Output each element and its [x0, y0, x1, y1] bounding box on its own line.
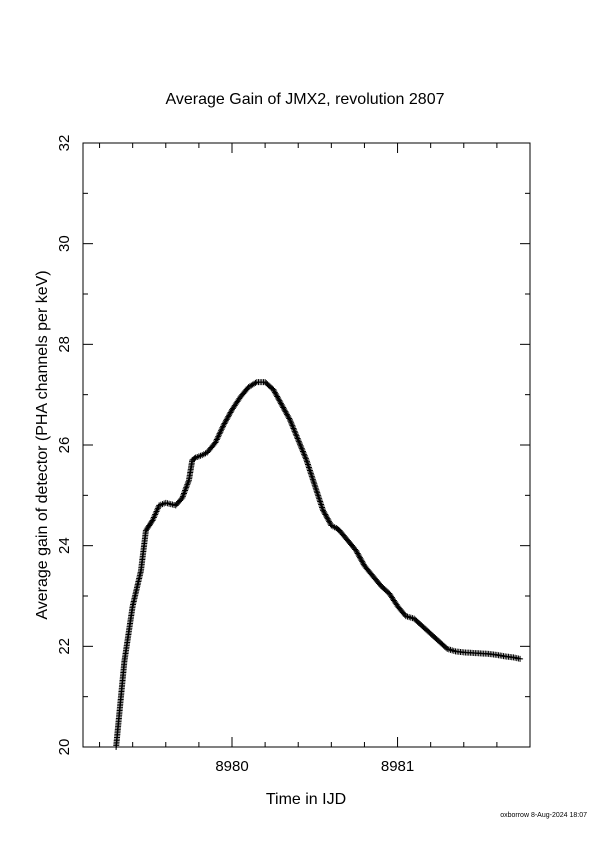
data-point [217, 429, 224, 436]
data-point [299, 447, 306, 454]
data-point [517, 655, 524, 662]
data-point [288, 421, 295, 428]
data-point [179, 494, 186, 501]
data-point [288, 419, 295, 426]
data-point [180, 490, 187, 497]
data-point [183, 484, 190, 491]
data-point [296, 439, 303, 446]
data-point [300, 449, 307, 456]
data-point [214, 435, 221, 442]
data-point [289, 424, 296, 431]
data-point [184, 481, 191, 488]
data-point [181, 488, 188, 495]
y-tick-label: 22 [56, 638, 73, 655]
data-point [286, 415, 293, 422]
data-point [298, 445, 305, 452]
data-point [295, 436, 302, 443]
data-point [185, 478, 192, 485]
data-point [252, 379, 259, 386]
x-tick-label: 8980 [215, 758, 248, 775]
data-point [220, 423, 227, 430]
data-point [213, 436, 220, 443]
data-point [184, 480, 191, 487]
plot-frame [82, 142, 531, 748]
data-point [292, 429, 299, 436]
data-point [292, 431, 299, 438]
data-point [290, 425, 297, 432]
data-point [297, 442, 304, 449]
data-point [148, 518, 155, 525]
y-tick-label: 32 [56, 135, 73, 152]
y-tick-label: 30 [56, 235, 73, 252]
x-axis-label: Time in IJD [266, 791, 346, 808]
data-point [299, 448, 306, 455]
data-point [302, 455, 309, 462]
data-point [295, 438, 302, 445]
data-point [294, 435, 301, 442]
data-point [301, 451, 308, 458]
data-series [113, 379, 524, 750]
data-point [301, 452, 308, 459]
data-point [298, 444, 305, 451]
data-point [182, 487, 189, 494]
chart-title: Average Gain of JMX2, revolution 2807 [166, 91, 445, 108]
series-0 [113, 379, 524, 750]
y-tick-label: 28 [56, 336, 73, 353]
data-point [296, 441, 303, 448]
data-point [291, 426, 298, 433]
data-point [287, 418, 294, 425]
data-point [218, 426, 225, 433]
axis-ticks [83, 142, 531, 748]
y-tick-label: 20 [56, 739, 73, 756]
data-point [302, 454, 309, 461]
y-axis-label: Average gain of detector (PHA channels p… [34, 270, 51, 619]
data-point [293, 432, 300, 439]
data-point [219, 424, 226, 431]
data-point [191, 455, 198, 462]
data-point [215, 433, 222, 440]
y-tick-label: 26 [56, 437, 73, 454]
data-point [216, 430, 223, 437]
data-point [179, 493, 186, 500]
data-point [183, 483, 190, 490]
data-point [180, 491, 187, 498]
data-point [212, 439, 219, 446]
data-point [294, 434, 301, 441]
data-point [213, 438, 220, 445]
footer-stamp: oxborrow 8-Aug-2024 18:07 [500, 812, 587, 819]
data-point [182, 486, 189, 493]
x-tick-label: 8981 [381, 758, 414, 775]
data-point [291, 428, 298, 435]
data-point [286, 416, 293, 423]
axis-tick-labels: 20 22 24 26 28 30 32 8980 8981 [56, 135, 414, 775]
y-tick-label: 24 [56, 537, 73, 554]
data-point [215, 432, 222, 439]
data-point [217, 427, 224, 434]
data-point [289, 422, 296, 429]
